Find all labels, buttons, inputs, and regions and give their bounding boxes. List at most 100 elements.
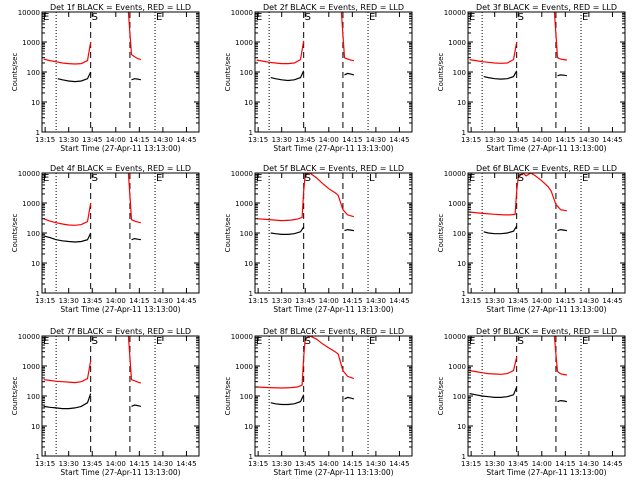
- x-tick-label: 13:15: [248, 297, 268, 305]
- x-tick-label: 13:30: [272, 460, 292, 468]
- events-series-line: [43, 232, 92, 243]
- x-tick-label: 14:30: [366, 297, 386, 305]
- marker-label: E: [582, 336, 588, 347]
- y-axis-label: Counts/sec: [224, 377, 232, 416]
- x-tick-label: 14:30: [366, 460, 386, 468]
- marker-label: S: [92, 336, 98, 347]
- x-tick-label: 13:45: [295, 460, 315, 468]
- plot-frame: [41, 172, 200, 294]
- marker-label: E: [256, 336, 262, 347]
- panel-title: Det 6f BLACK = Events, RED = LLD: [476, 164, 617, 173]
- y-tick-label: 1000: [22, 363, 40, 371]
- y-axis-label: Counts/sec: [437, 53, 445, 92]
- series-group: [256, 173, 355, 235]
- x-tick-label: 14:45: [602, 136, 622, 144]
- x-tick-label: 14:00: [532, 136, 552, 144]
- x-tick-label: 14:15: [342, 460, 362, 468]
- marker-label: E: [469, 336, 475, 347]
- y-tick-label: 100: [240, 69, 253, 77]
- events-series-line: [270, 70, 305, 82]
- series-group: [469, 12, 567, 80]
- lld-series-line: [469, 173, 568, 216]
- marker-label: E: [43, 336, 49, 347]
- lld-series-line: [340, 12, 354, 62]
- x-axis-label: Start Time (27-Apr-11 13:13:00): [60, 305, 180, 314]
- lld-series-line: [256, 173, 355, 222]
- events-series-line: [57, 71, 92, 83]
- x-tick-label: 14:00: [319, 136, 339, 144]
- y-axis-label: Counts/sec: [437, 377, 445, 416]
- events-series-line: [344, 228, 354, 232]
- x-tick-label: 13:15: [461, 297, 481, 305]
- x-tick-label: 14:00: [106, 297, 126, 305]
- x-tick-label: 13:30: [272, 297, 292, 305]
- x-tick-label: 14:00: [532, 297, 552, 305]
- y-tick-label: 1000: [22, 39, 40, 47]
- series-group: [43, 336, 142, 410]
- x-tick-label: 14:15: [555, 136, 575, 144]
- x-tick-label: 13:30: [485, 460, 505, 468]
- x-tick-label: 13:45: [295, 136, 315, 144]
- events-series-line: [557, 399, 568, 403]
- y-tick-label: 100: [240, 393, 253, 401]
- lld-series-line: [127, 173, 142, 224]
- x-tick-label: 14:15: [555, 297, 575, 305]
- events-series-line: [557, 228, 567, 232]
- x-tick-label: 14:30: [153, 460, 173, 468]
- y-tick-label: 1: [462, 453, 466, 461]
- events-series-line: [557, 74, 567, 77]
- series-group: [256, 336, 355, 406]
- x-tick-label: 13:45: [82, 297, 102, 305]
- y-tick-label: 100: [27, 393, 40, 401]
- y-tick-label: 1: [36, 129, 40, 137]
- events-series-line: [483, 70, 518, 80]
- panel-title: Det 7f BLACK = Events, RED = LLD: [50, 327, 191, 336]
- events-series-line: [483, 225, 518, 235]
- x-tick-label: 14:15: [129, 297, 149, 305]
- y-tick-label: 1000: [22, 200, 40, 208]
- lld-series-line: [127, 12, 142, 61]
- y-tick-label: 10: [244, 99, 253, 107]
- x-tick-label: 14:00: [106, 460, 126, 468]
- plot-frame: [254, 11, 413, 133]
- events-series-line: [131, 78, 142, 81]
- lld-series-line: [43, 202, 92, 226]
- x-tick-label: 14:45: [602, 297, 622, 305]
- y-tick-label: 100: [453, 393, 466, 401]
- y-tick-label: 10: [244, 260, 253, 268]
- y-tick-label: 1000: [448, 39, 466, 47]
- y-tick-label: 1: [249, 129, 253, 137]
- y-tick-label: 10: [244, 423, 253, 431]
- y-tick-label: 1: [462, 290, 466, 298]
- plot-frame: [41, 11, 200, 133]
- x-tick-label: 14:30: [579, 460, 599, 468]
- x-tick-label: 14:45: [176, 460, 196, 468]
- y-tick-label: 100: [453, 69, 466, 77]
- x-axis-label: Start Time (27-Apr-11 13:13:00): [60, 144, 180, 153]
- marker-label: E: [469, 173, 475, 184]
- plot-frame: [41, 335, 200, 457]
- y-tick-label: 10: [457, 260, 466, 268]
- x-tick-label: 14:45: [176, 297, 196, 305]
- marker-label: S: [518, 336, 524, 347]
- lld-series-line: [43, 360, 92, 384]
- y-tick-label: 10: [457, 423, 466, 431]
- y-tick-label: 1: [36, 290, 40, 298]
- x-axis-label: Start Time (27-Apr-11 13:13:00): [273, 305, 393, 314]
- x-tick-label: 14:15: [342, 297, 362, 305]
- y-tick-label: 1: [249, 290, 253, 298]
- x-axis-label: Start Time (27-Apr-11 13:13:00): [486, 305, 606, 314]
- marker-label: S: [305, 173, 311, 184]
- events-series-line: [43, 393, 92, 410]
- x-axis-label: Start Time (27-Apr-11 13:13:00): [486, 144, 606, 153]
- y-axis-label: Counts/sec: [224, 53, 232, 92]
- y-tick-label: 10000: [444, 170, 466, 178]
- y-tick-label: 10: [31, 99, 40, 107]
- marker-label: E: [582, 12, 588, 23]
- series-group: [256, 12, 355, 82]
